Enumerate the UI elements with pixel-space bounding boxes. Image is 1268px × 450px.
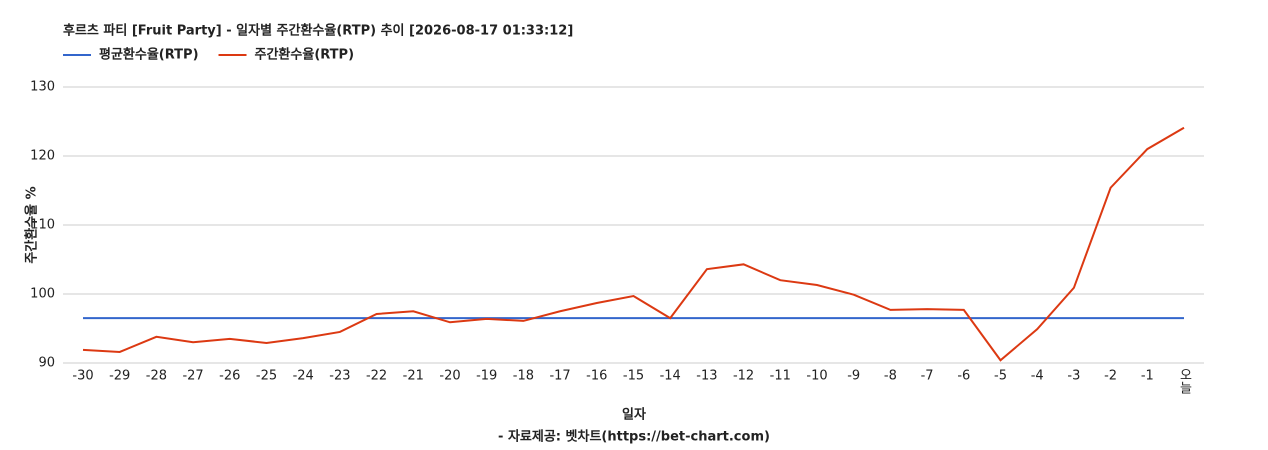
x-tick-label: -8 [884,369,897,384]
x-tick-label: -11 [770,369,791,384]
y-tick-label: 90 [38,356,55,371]
chart-title: 후르츠 파티 [Fruit Party] - 일자별 주간환수율(RTP) 추이… [63,23,573,39]
series-line [82,126,1185,362]
x-tick-label: -24 [293,369,314,384]
y-tick-label: 100 [30,287,55,302]
y-axis-label: 주간환수율 % [24,186,40,263]
x-tick-label: -5 [994,369,1007,384]
legend-label: 평균환수율(RTP) [99,47,199,63]
x-tick-label: -12 [733,369,754,384]
y-tick-label: 130 [30,80,55,95]
x-tick-label: -28 [146,369,167,384]
source-note: - 자료제공: 벳차트(https://bet-chart.com) [498,429,770,445]
x-tick-label: -21 [403,369,424,384]
y-tick-label: 120 [30,149,55,164]
legend-label: 주간환수율(RTP) [255,47,355,63]
x-tick-label: -20 [439,369,460,384]
x-tick-label: -26 [219,369,240,384]
x-tick-label: -25 [256,369,277,384]
x-tick-label: -6 [957,369,970,384]
x-tick-label: -13 [696,369,717,384]
x-tick-label: -27 [182,369,203,384]
x-tick-label: -30 [72,369,93,384]
x-tick-label: -23 [329,369,350,384]
x-tick-label: -9 [847,369,860,384]
x-axis-label: 일자 [622,408,646,423]
x-tick-label: 오늘 [1177,368,1192,394]
x-tick-label: -4 [1031,369,1044,384]
x-tick-label: -22 [366,369,387,384]
x-tick-label: -15 [623,369,644,384]
x-tick-label: -2 [1104,369,1117,384]
x-tick-label: -14 [660,369,681,384]
x-tick-label: -19 [476,369,497,384]
x-tick-label: -3 [1067,369,1080,384]
x-tick-label: -1 [1141,369,1154,384]
x-tick-label: -10 [806,369,827,384]
x-tick-label: -16 [586,369,607,384]
x-tick-label: -17 [549,369,570,384]
y-tick-label: 110 [30,218,55,233]
x-tick-label: -29 [109,369,130,384]
x-tick-label: -18 [513,369,534,384]
x-tick-label: -7 [921,369,934,384]
